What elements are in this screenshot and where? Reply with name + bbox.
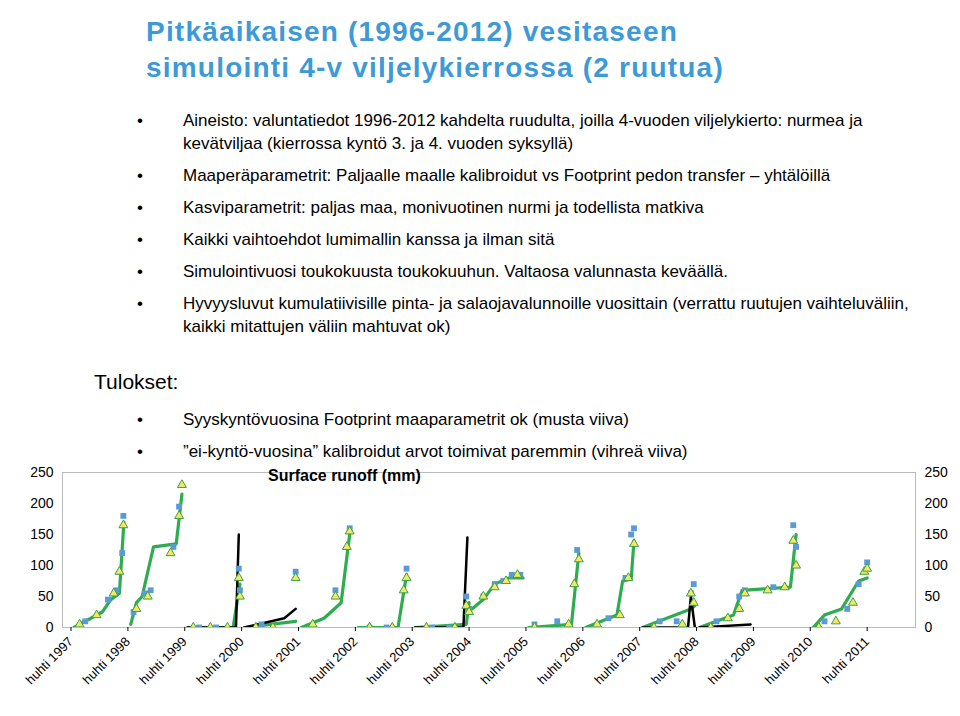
svg-text:huhti 2004: huhti 2004 [421,634,475,688]
html-text:Surface runoff (mm): Surface runoff (mm) [268,467,421,484]
svg-text:huhti 1999: huhti 1999 [136,634,190,688]
svg-text:huhti 2000: huhti 2000 [193,634,247,688]
svg-text:huhti 2001: huhti 2001 [250,634,304,688]
html-text:Kasviparametrit: paljas maa, m: Kasviparametrit: paljas maa, monivuotine… [183,198,704,217]
svg-text:100: 100 [925,557,949,573]
html-text:”ei-kyntö-vuosina” kalibroidut: ”ei-kyntö-vuosina” kalibroidut arvot toi… [183,442,688,461]
svg-text:huhti 1997: huhti 1997 [23,634,77,688]
svg-text:0: 0 [925,619,933,635]
html-text:Tulokset:: Tulokset: [94,370,179,393]
svg-text:200: 200 [925,495,949,511]
html-text:Simulointivuosi toukokuusta to: Simulointivuosi toukokuusta toukokuuhun.… [183,262,728,281]
svg-text:huhti 2011: huhti 2011 [819,634,872,687]
svg-text:250: 250 [925,464,949,480]
html-text:Maaperäparametrit: Paljaalle m: Maaperäparametrit: Paljaalle maalle kali… [183,166,831,185]
svg-text:150: 150 [30,526,54,542]
svg-text:huhti 1998: huhti 1998 [79,634,133,688]
html-text:simulointi 4-v viljelykierross: simulointi 4-v viljelykierrossa (2 ruutu… [146,52,724,83]
svg-text:huhti 2008: huhti 2008 [648,634,702,688]
svg-text:150: 150 [925,526,949,542]
svg-text:huhti 2009: huhti 2009 [705,634,759,688]
svg-text:50: 50 [925,588,941,604]
svg-text:250: 250 [30,464,54,480]
svg-text:huhti 2007: huhti 2007 [591,634,645,688]
html-text:Pitkäaikaisen (1996-2012) vesi: Pitkäaikaisen (1996-2012) vesitaseen [146,16,678,47]
svg-text:huhti 2006: huhti 2006 [534,634,588,688]
svg-text:huhti 2003: huhti 2003 [364,634,418,688]
svg-text:huhti 2002: huhti 2002 [307,634,361,688]
svg-text:50: 50 [38,588,54,604]
html-text:Aineisto: valuntatiedot 1996-2: Aineisto: valuntatiedot 1996-2012 kahdel… [183,111,863,153]
svg-text:0: 0 [46,619,54,635]
svg-text:huhti 2005: huhti 2005 [477,634,531,688]
html-text:Kaikki vaihtoehdot lumimallin: Kaikki vaihtoehdot lumimallin kanssa ja … [183,230,555,249]
svg-text:huhti 2010: huhti 2010 [762,634,816,688]
svg-text:100: 100 [30,557,54,573]
html-text:Syyskyntövuosina Footprint maa: Syyskyntövuosina Footprint maaparametrit… [183,410,629,429]
html-text:Hyvyysluvut kumulatiivisille p: Hyvyysluvut kumulatiivisille pinta- ja s… [183,294,909,336]
svg-text:200: 200 [30,495,54,511]
